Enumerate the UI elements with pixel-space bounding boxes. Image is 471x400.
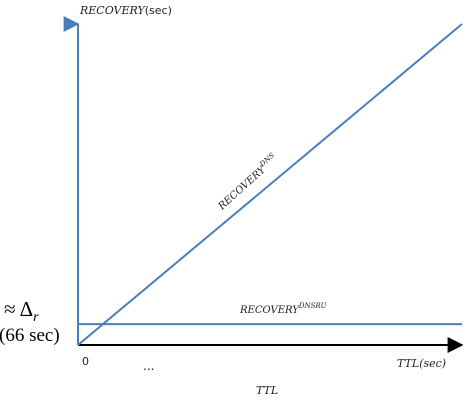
dnsru-label-sup: DNSRU bbox=[298, 302, 328, 310]
y-axis-title-unit: (sec) bbox=[145, 4, 172, 17]
y-axis-title: RECOVERY(sec) bbox=[79, 4, 172, 17]
x-axis-title: TTL(sec) bbox=[397, 357, 446, 370]
y-tick-delta-r: ≈ Δr bbox=[4, 297, 39, 325]
y-tick-66-sec: (66 sec) bbox=[0, 325, 60, 346]
series-label-recovery-dnsru: RECOVERYDNSRU bbox=[239, 302, 328, 316]
y-axis-title-main: RECOVERY bbox=[79, 4, 146, 17]
x-axis-title-main: TTL bbox=[397, 357, 419, 370]
x-axis-title-unit: (sec) bbox=[419, 357, 446, 370]
x-axis-caption: TTL bbox=[256, 384, 278, 397]
dns-label-main: RECOVERY bbox=[216, 164, 269, 213]
x-tick-ellipsis: ... bbox=[143, 359, 154, 373]
delta-prefix: ≈ Δ bbox=[4, 297, 33, 321]
series-line-recovery-dns bbox=[77, 23, 463, 346]
dnsru-label-main: RECOVERY bbox=[239, 305, 300, 316]
delta-subscript: r bbox=[33, 310, 39, 325]
x-tick-zero: 0 bbox=[82, 355, 89, 368]
